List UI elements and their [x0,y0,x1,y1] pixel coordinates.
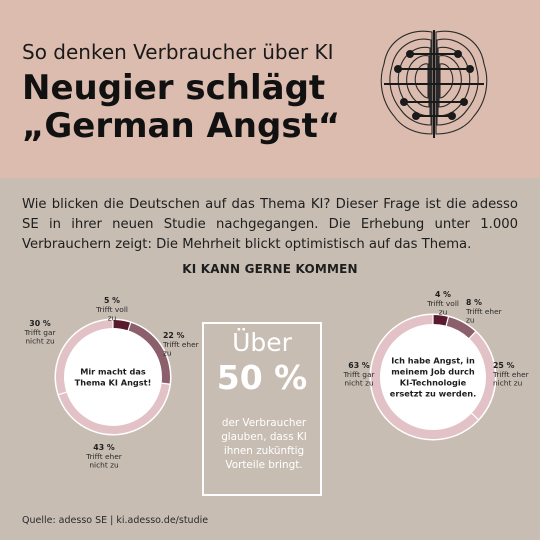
stat-prefix: Über [232,328,292,357]
donut-category-label: zu [163,349,172,358]
donut-category-label: zu [108,314,117,323]
donut-separator [470,412,480,421]
donut-slice [58,383,170,434]
stat-description: der Verbraucher glauben, dass KI ihnen z… [221,417,307,471]
donut-center-label: ersetzt zu werden. [390,389,476,399]
donut-category-label: nicht zu [89,461,119,470]
donut-category-label: Trifft gar [23,328,56,337]
donut-value-label: 63 % [348,361,370,370]
brain-icon [380,30,488,138]
donut-value-label: 4 % [435,290,451,299]
donut-value-label: 22 % [163,331,185,340]
donut-category-label: Trifft eher [162,340,200,349]
donut-slice [113,320,131,331]
donut-center-label: Thema KI Angst! [75,378,152,388]
donut-category-label: Trifft voll [95,305,128,314]
headline-line-1: Neugier schlägt [22,68,326,108]
donut-value-label: 43 % [93,443,115,452]
headline: Neugier schlägt „German Angst“ [22,69,362,145]
donut-category-label: Trifft eher [85,452,123,461]
donut-category-label: nicht zu [344,379,374,388]
donut-center-label: meinem Job durch [391,367,475,377]
headline-line-2: „German Angst“ [22,106,341,146]
donut-center-label: Ich habe Angst, in [391,356,475,366]
donut-separator [127,321,132,332]
donut-category-label: Trifft gar [342,370,375,379]
donut-category-label: Trifft eher [465,307,503,316]
header-banner: So denken Verbraucher über KI Neugier sc… [0,0,540,178]
donut-center [71,335,155,419]
stat-value: 50 % [216,358,308,397]
donut-center [387,331,479,423]
donut-slice [55,320,113,395]
donut-center-label: KI-Technologie [400,378,467,388]
donut-category-label: zu [466,316,475,325]
donut-center-label: Mir macht das [80,367,146,377]
donut-separator [57,391,68,396]
kicker: So denken Verbraucher über KI [22,40,334,64]
stat-box: Über 50 % der Verbraucher glauben, dass … [202,322,322,496]
donut-slice [370,315,479,439]
donut-slice [469,331,495,420]
donut-separator [160,382,171,385]
donut-slice [433,315,449,326]
donut-slice [446,316,476,339]
donut-category-label: zu [439,308,448,317]
donut-slice [128,322,170,385]
donut-category-label: nicht zu [25,337,55,346]
donut-value-label: 30 % [29,319,51,328]
section-title: KI KANN GERNE KOMMEN [182,262,358,276]
donut-value-label: 8 % [466,298,482,307]
donut-value-label: 5 % [104,296,120,305]
donut-separator [468,330,477,340]
donut-category-label: Trifft eher [492,370,530,379]
intro-text: Wie blicken die Deutschen auf das Thema … [22,197,518,252]
donut-value-label: 25 % [493,361,515,370]
donut-category-label: nicht zu [493,379,523,388]
donut-separator [445,315,450,327]
donut-category-label: Trifft voll [426,299,459,308]
source-footer: Quelle: adesso SE | ki.adesso.de/studie [22,515,209,526]
